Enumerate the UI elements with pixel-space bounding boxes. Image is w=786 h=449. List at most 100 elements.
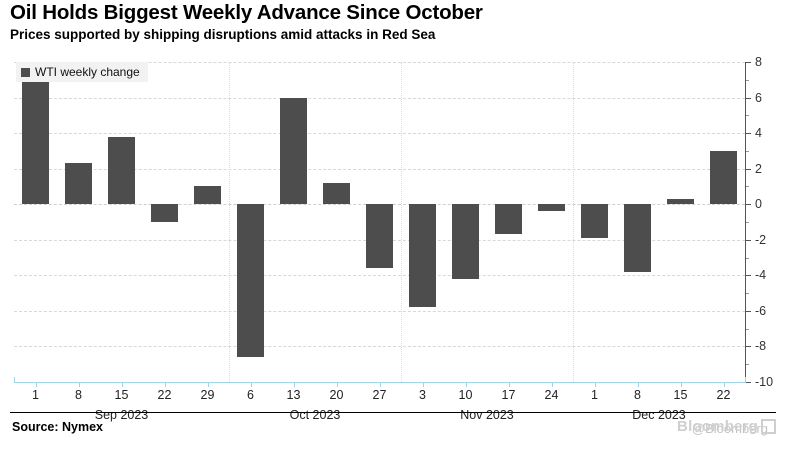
y-axis-label: 0	[755, 197, 762, 212]
y-axis-label: 8	[755, 55, 762, 69]
bar[interactable]	[366, 204, 393, 269]
x-axis-tick	[336, 382, 338, 387]
brand-mark-icon	[761, 419, 776, 434]
x-axis-label: 1	[32, 388, 39, 402]
y-axis-label: 4	[755, 126, 762, 141]
y-axis-minor-tick	[745, 293, 749, 295]
x-axis-label: 27	[372, 388, 387, 402]
chart-subtitle: Prices supported by shipping disruptions…	[10, 26, 436, 42]
y-axis-label: -4	[755, 268, 767, 283]
y-axis-minor-tick	[745, 364, 749, 366]
x-axis-tick	[379, 382, 381, 387]
x-axis-tick	[35, 382, 37, 387]
gridline	[14, 62, 745, 63]
gridline	[14, 168, 745, 170]
x-axis-label: 13	[286, 388, 301, 402]
y-axis-minor-tick	[745, 222, 749, 223]
y-axis-tick	[745, 239, 751, 241]
y-axis-minor-tick	[745, 115, 749, 117]
y-axis-minor-tick	[745, 79, 749, 81]
legend-label: WTI weekly change	[35, 65, 140, 79]
y-axis-label: -10	[755, 375, 774, 389]
x-axis-tick	[551, 382, 553, 387]
x-axis-tick	[508, 382, 510, 387]
watermark-text: @Bloomberg	[691, 421, 768, 436]
x-axis-label: 15	[673, 388, 688, 402]
x-axis-tick	[121, 382, 123, 387]
x-axis-label: 10	[458, 388, 473, 402]
bar[interactable]	[237, 204, 264, 358]
bar[interactable]	[409, 204, 436, 308]
gridline	[14, 346, 745, 348]
y-axis-minor-tick	[745, 186, 749, 188]
x-axis-label: 17	[501, 388, 516, 402]
gridline	[14, 275, 745, 277]
bar[interactable]	[194, 186, 221, 205]
x-axis-label: 29	[200, 388, 215, 402]
x-axis-tick	[637, 382, 639, 387]
x-axis-label: 22	[716, 388, 731, 402]
x-axis-group-label: Nov 2023	[460, 408, 514, 422]
x-axis-tick	[164, 382, 166, 387]
x-axis-end-cap	[745, 377, 746, 383]
gridline	[14, 310, 745, 312]
x-axis-tick	[78, 382, 80, 387]
legend-swatch-icon	[21, 67, 30, 77]
bar[interactable]	[280, 97, 307, 205]
x-axis-label: 8	[75, 388, 82, 402]
group-separator	[573, 62, 574, 382]
gridline	[14, 133, 745, 135]
group-separator	[401, 62, 402, 382]
group-separator	[229, 62, 230, 382]
bar[interactable]	[65, 163, 92, 205]
y-axis-tick	[745, 97, 751, 99]
bar[interactable]	[452, 204, 479, 279]
y-axis-minor-tick	[745, 257, 749, 259]
chart-header: Oil Holds Biggest Weekly Advance Since O…	[10, 1, 776, 43]
x-axis-label: 3	[419, 388, 426, 402]
x-axis-label: 24	[544, 388, 559, 402]
y-axis-tick	[745, 275, 751, 277]
chart-title: Oil Holds Biggest Weekly Advance Since O…	[10, 1, 483, 24]
y-axis-tick	[745, 133, 751, 135]
x-axis-label: 15	[114, 388, 129, 402]
x-axis-label: 1	[591, 388, 598, 402]
x-axis-end-cap	[14, 377, 15, 383]
bar[interactable]	[22, 76, 49, 205]
bar[interactable]	[538, 204, 565, 212]
y-axis-label: -8	[755, 339, 767, 354]
y-axis-tick	[745, 346, 751, 348]
x-axis-tick	[250, 382, 252, 387]
bar[interactable]	[151, 204, 178, 222]
y-axis-tick	[745, 168, 751, 170]
y-axis-tick	[745, 382, 751, 383]
y-axis-label: 6	[755, 90, 762, 105]
bar[interactable]	[495, 204, 522, 235]
x-axis-group-label: Dec 2023	[632, 408, 686, 422]
y-axis-spine	[745, 62, 746, 382]
bar[interactable]	[667, 198, 694, 205]
y-axis-label: -2	[755, 232, 767, 247]
footer-divider	[10, 412, 776, 413]
y-axis-label: -6	[755, 303, 767, 318]
source-note: Source: Nymex	[12, 420, 104, 434]
bar[interactable]	[323, 182, 350, 205]
x-axis-label: 6	[247, 388, 254, 402]
bloomberg-brand: Bloomberg	[677, 418, 776, 435]
gridline	[14, 97, 745, 99]
bar[interactable]	[581, 204, 608, 238]
x-axis-group-label: Oct 2023	[289, 408, 341, 422]
bar[interactable]	[624, 204, 651, 272]
x-axis-tick	[465, 382, 467, 387]
x-axis-tick	[293, 382, 295, 387]
bar[interactable]	[710, 150, 737, 205]
x-axis-label: 20	[329, 388, 344, 402]
x-axis-label: 8	[634, 388, 641, 402]
x-axis-tick	[422, 382, 424, 387]
x-axis-tick	[723, 382, 725, 387]
brand-label: Bloomberg	[677, 418, 758, 435]
bar[interactable]	[108, 136, 135, 205]
y-axis-tick	[745, 310, 751, 312]
chart-legend: WTI weekly change	[16, 62, 148, 82]
x-axis-tick	[594, 382, 596, 387]
